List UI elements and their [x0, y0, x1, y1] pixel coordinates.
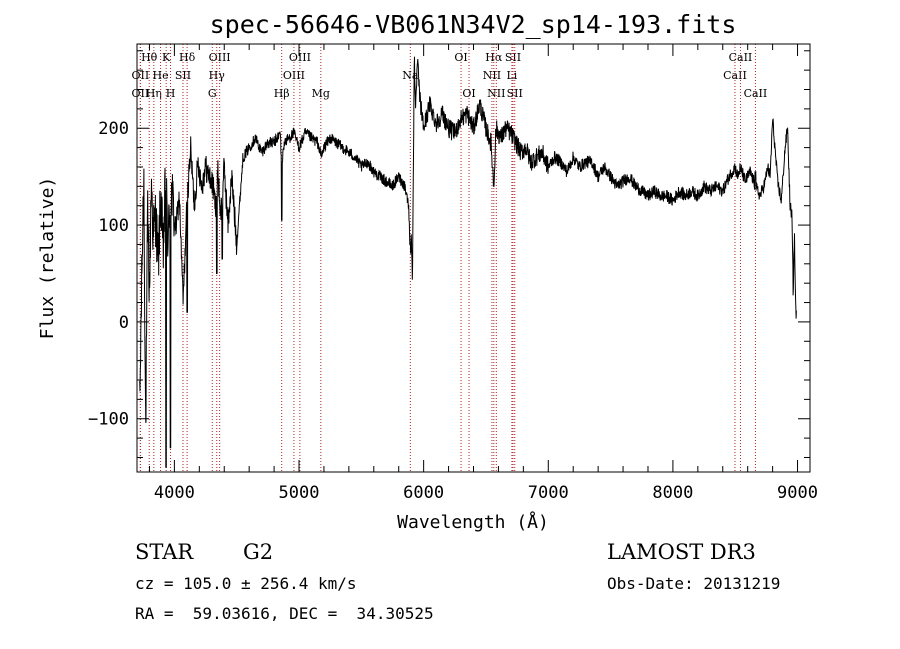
line-marker-label: He: [153, 69, 169, 82]
line-marker-label: Hγ: [209, 69, 226, 82]
line-marker-label: OIII: [289, 51, 311, 64]
x-tick-label: 5000: [279, 483, 320, 503]
line-marker-label: G: [208, 87, 217, 100]
line-marker-label: CaII: [723, 69, 747, 82]
y-tick-label: 100: [98, 216, 129, 236]
line-marker-label: Hθ: [141, 51, 158, 64]
line-marker-label: Mg: [312, 87, 330, 100]
spectrum-line: [139, 56, 797, 468]
x-tick-label: 9000: [777, 483, 818, 503]
chart-title: spec-56646-VB061N34V2_sp14-193.fits: [210, 10, 737, 39]
y-tick-label: 200: [98, 119, 129, 139]
obs-date: Obs-Date: 20131219: [607, 574, 781, 593]
line-marker-label: SII: [507, 87, 523, 100]
coordinates-readout: RA = 59.03616, DEC = 34.30525: [135, 604, 434, 623]
line-marker-label: OIII: [283, 69, 305, 82]
line-marker-label: H: [166, 87, 176, 100]
line-marker-label: CaII: [744, 87, 768, 100]
object-subclass: G2: [243, 540, 274, 564]
velocity-readout: cz = 105.0 ± 256.4 km/s: [135, 574, 357, 593]
y-axis-label: Flux (relative): [37, 177, 58, 340]
line-marker-label: K: [162, 51, 171, 64]
x-tick-label: 7000: [528, 483, 569, 503]
x-axis-label: Wavelength (Å): [397, 511, 549, 533]
survey-name: LAMOST DR3: [607, 540, 756, 564]
y-tick-label: −100: [88, 410, 129, 430]
line-marker-label: Hη: [146, 87, 162, 100]
line-marker-label: Hβ: [274, 87, 290, 100]
axis-ticks: 4000 5000 6000 7000 8000 9000 −100 0 100 200: [88, 44, 818, 503]
object-class: STAR: [135, 540, 194, 564]
line-marker-label: OI: [462, 87, 475, 100]
x-tick-label: 8000: [652, 483, 693, 503]
x-tick-label: 6000: [403, 483, 444, 503]
line-marker-label: OI: [454, 51, 467, 64]
line-marker-label: Li: [506, 69, 517, 82]
line-marker-label: OIII: [209, 51, 231, 64]
x-tick-label: 4000: [154, 483, 195, 503]
line-marker-label: Hα: [485, 51, 503, 64]
line-marker-label: OII: [132, 87, 150, 100]
line-marker-label: NII: [487, 87, 505, 100]
plot-frame: [136, 43, 811, 473]
line-marker-label: NII: [483, 69, 501, 82]
line-marker-label: CaII: [729, 51, 753, 64]
line-marker-label: SII: [505, 51, 521, 64]
line-marker-label: OII: [132, 69, 150, 82]
line-marker-label: SII: [175, 69, 191, 82]
y-tick-label: 0: [119, 313, 129, 333]
line-marker-label: Hδ: [179, 51, 196, 64]
